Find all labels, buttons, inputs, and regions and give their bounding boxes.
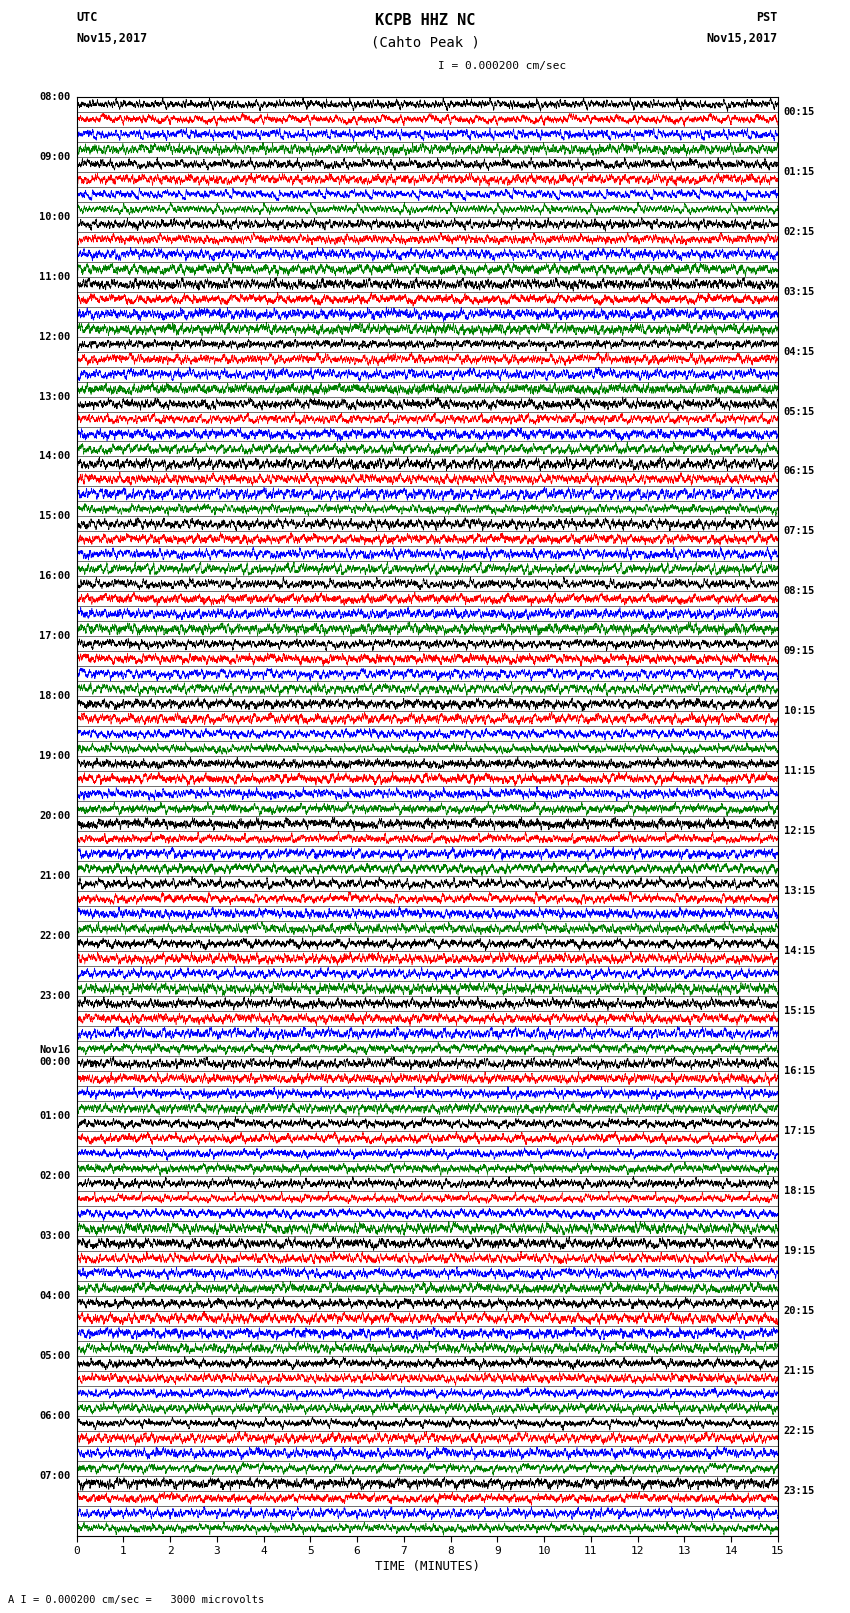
Text: KCPB HHZ NC: KCPB HHZ NC [375, 13, 475, 27]
Text: 21:00: 21:00 [39, 871, 71, 881]
Text: 10:15: 10:15 [784, 706, 815, 716]
Text: 05:15: 05:15 [784, 406, 815, 416]
X-axis label: TIME (MINUTES): TIME (MINUTES) [375, 1560, 479, 1573]
Text: 01:00: 01:00 [39, 1111, 71, 1121]
Text: 16:00: 16:00 [39, 571, 71, 581]
Text: UTC: UTC [76, 11, 98, 24]
Text: 15:15: 15:15 [784, 1007, 815, 1016]
Text: 18:00: 18:00 [39, 692, 71, 702]
Text: 19:15: 19:15 [784, 1245, 815, 1257]
Text: 04:00: 04:00 [39, 1290, 71, 1300]
Text: 16:15: 16:15 [784, 1066, 815, 1076]
Text: 06:00: 06:00 [39, 1411, 71, 1421]
Text: 22:00: 22:00 [39, 931, 71, 940]
Text: 17:15: 17:15 [784, 1126, 815, 1136]
Text: 01:15: 01:15 [784, 166, 815, 177]
Text: 05:00: 05:00 [39, 1350, 71, 1361]
Text: 03:00: 03:00 [39, 1231, 71, 1240]
Text: 08:15: 08:15 [784, 587, 815, 597]
Text: 09:00: 09:00 [39, 152, 71, 161]
Text: 11:00: 11:00 [39, 271, 71, 282]
Text: 08:00: 08:00 [39, 92, 71, 102]
Text: 18:15: 18:15 [784, 1186, 815, 1195]
Text: 21:15: 21:15 [784, 1366, 815, 1376]
Text: 02:00: 02:00 [39, 1171, 71, 1181]
Text: Nov16
00:00: Nov16 00:00 [39, 1045, 71, 1066]
Text: PST: PST [756, 11, 778, 24]
Text: Nov15,2017: Nov15,2017 [76, 32, 148, 45]
Text: 17:00: 17:00 [39, 631, 71, 642]
Text: 14:15: 14:15 [784, 947, 815, 957]
Text: 19:00: 19:00 [39, 752, 71, 761]
Text: 20:15: 20:15 [784, 1307, 815, 1316]
Text: 00:15: 00:15 [784, 106, 815, 116]
Text: 13:00: 13:00 [39, 392, 71, 402]
Text: 20:00: 20:00 [39, 811, 71, 821]
Text: 04:15: 04:15 [784, 347, 815, 356]
Text: 02:15: 02:15 [784, 227, 815, 237]
Text: 13:15: 13:15 [784, 886, 815, 897]
Text: Nov15,2017: Nov15,2017 [706, 32, 778, 45]
Text: 12:00: 12:00 [39, 332, 71, 342]
Text: 14:00: 14:00 [39, 452, 71, 461]
Text: 23:15: 23:15 [784, 1486, 815, 1495]
Text: I = 0.000200 cm/sec: I = 0.000200 cm/sec [438, 61, 566, 71]
Text: 06:15: 06:15 [784, 466, 815, 476]
Text: 11:15: 11:15 [784, 766, 815, 776]
Text: 07:15: 07:15 [784, 526, 815, 537]
Text: 09:15: 09:15 [784, 647, 815, 656]
Text: 22:15: 22:15 [784, 1426, 815, 1436]
Text: 23:00: 23:00 [39, 990, 71, 1002]
Text: A I = 0.000200 cm/sec =   3000 microvolts: A I = 0.000200 cm/sec = 3000 microvolts [8, 1595, 264, 1605]
Text: 03:15: 03:15 [784, 287, 815, 297]
Text: 12:15: 12:15 [784, 826, 815, 836]
Text: 15:00: 15:00 [39, 511, 71, 521]
Text: 10:00: 10:00 [39, 211, 71, 221]
Text: 07:00: 07:00 [39, 1471, 71, 1481]
Text: (Cahto Peak ): (Cahto Peak ) [371, 35, 479, 50]
